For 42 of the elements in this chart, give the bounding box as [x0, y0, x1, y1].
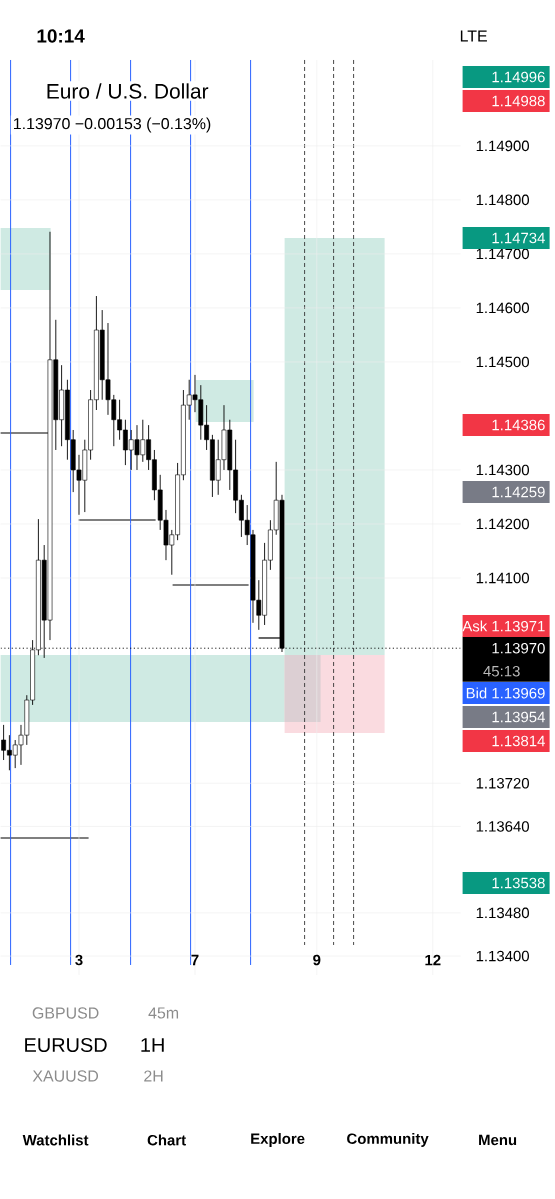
text: 1.14988	[492, 95, 545, 107]
ref-line-label: 1.13970	[492, 642, 545, 654]
text: 2H	[144, 1070, 163, 1082]
text: 1.13954	[492, 711, 546, 723]
y-tick-label: 1.13480	[476, 907, 530, 919]
y-tick-label: 1.14700	[476, 248, 530, 260]
y-tick-label: 1.13720	[476, 777, 530, 789]
text: XAUUSD	[32, 1070, 99, 1082]
text: Euro / U.S. Dollar	[47, 83, 209, 99]
text: Community	[347, 1133, 429, 1147]
text: Explore	[251, 1133, 305, 1147]
text: 1H	[141, 1038, 164, 1052]
text: 1.14996	[492, 71, 545, 83]
y-tick-label: 1.13400	[476, 950, 530, 962]
text: 1.13538	[492, 877, 545, 889]
y-tick-label: 1.14200	[476, 518, 530, 530]
x-tick-label: 12	[425, 954, 441, 966]
text: 45m	[148, 1007, 179, 1019]
x-tick-label: 7	[191, 954, 199, 966]
text: LTE	[461, 30, 488, 42]
text: 1.14259	[492, 486, 545, 498]
y-tick-label: 1.14100	[476, 572, 530, 584]
x-tick-label: 3	[75, 954, 83, 966]
y-tick-label: 1.14600	[476, 302, 530, 314]
text: 1.14734	[492, 232, 546, 244]
y-tick-label: 1.14900	[476, 140, 530, 152]
text: 1.13814	[492, 735, 546, 747]
text: Bid 1.13969	[467, 687, 545, 699]
y-tick-label: 1.13640	[476, 821, 530, 832]
text: Watchlist	[22, 1134, 89, 1146]
text: 10:14	[37, 29, 85, 43]
x-tick-label: 9	[313, 954, 321, 966]
text: Menu	[479, 1134, 517, 1146]
text: 1.13970 −0.00153 (−0.13%)	[14, 117, 211, 133]
text: 45:13	[483, 665, 520, 677]
y-tick-label: 1.14500	[476, 356, 530, 368]
text: GBPUSD	[32, 1007, 99, 1019]
text: EURUSD	[25, 1037, 107, 1053]
y-tick-label: 1.14300	[476, 464, 530, 476]
text: 1.14386	[492, 419, 545, 431]
y-tick-label: 1.14800	[476, 194, 530, 206]
text: Chart	[147, 1134, 187, 1146]
